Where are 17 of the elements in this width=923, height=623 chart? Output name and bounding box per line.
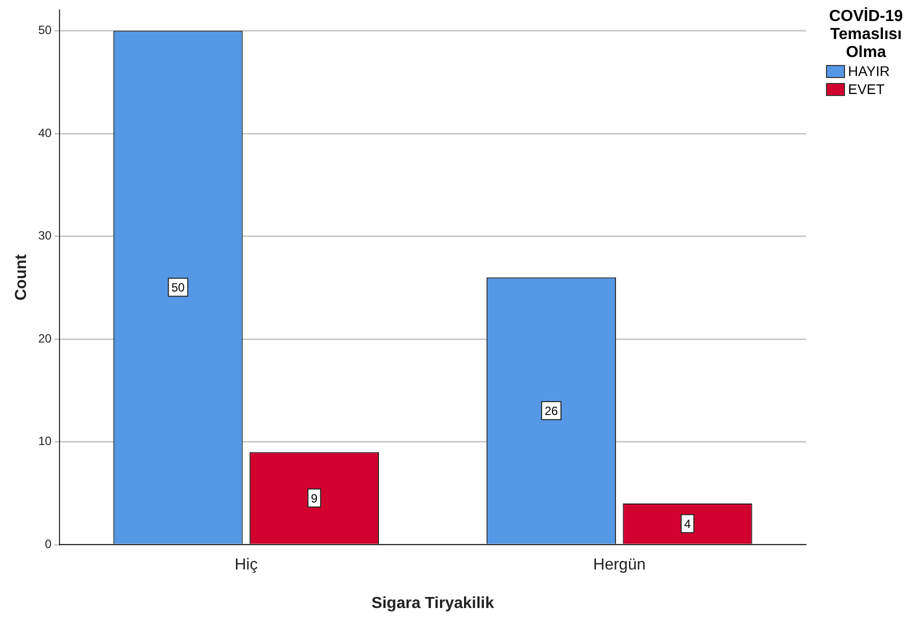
y-tick-label: 30: [38, 228, 52, 243]
legend-label: EVET: [848, 81, 885, 97]
data-label: 4: [684, 516, 692, 531]
y-tick-label: 50: [38, 23, 52, 38]
y-tick-label: 40: [38, 126, 52, 140]
y-tick-label: 10: [38, 434, 52, 448]
x-tick-label: Hergün: [593, 556, 646, 574]
x-axis-title: Sigara Tiryakilik: [372, 594, 494, 612]
y-axis-title: Count: [13, 254, 30, 300]
data-label: 26: [544, 404, 558, 418]
data-label: 9: [310, 491, 318, 506]
y-tick-label: 20: [38, 331, 52, 346]
data-label: 50: [171, 280, 186, 295]
legend-label: HAYIR: [848, 63, 890, 79]
y-tick-label: 0: [44, 536, 52, 551]
x-tick-label: Hiç: [234, 556, 258, 574]
legend-title: COVİD-19 Temaslısı Olma: [828, 8, 904, 62]
